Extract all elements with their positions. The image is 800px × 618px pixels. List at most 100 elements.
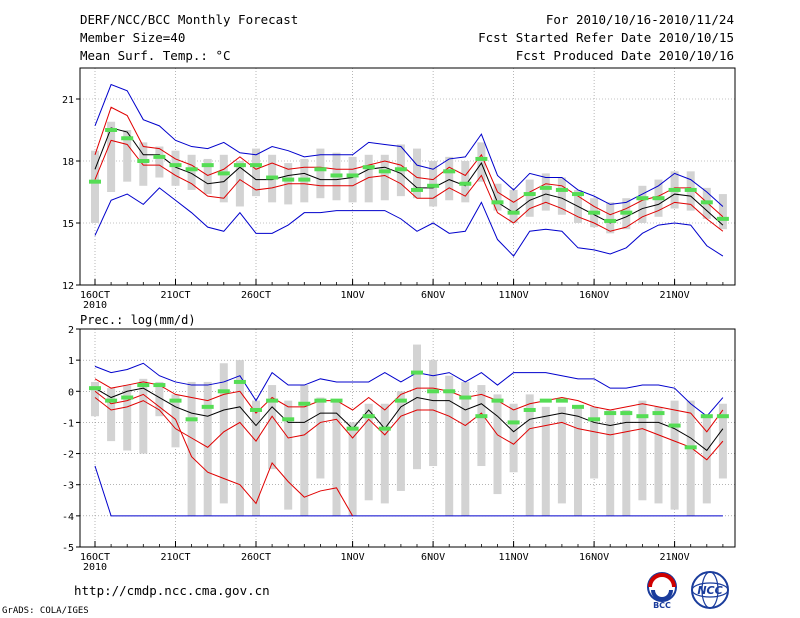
ensemble-box (316, 148, 325, 199)
ensemble-box (123, 130, 132, 182)
ensemble-box (268, 385, 277, 470)
forecast-marker (523, 407, 536, 412)
ensemble-mean-line (94, 127, 724, 226)
forecast-marker (394, 167, 407, 172)
prec-panel-title: Prec.: log(mm/d) (80, 313, 196, 327)
bcc-logo-text: BCC (653, 601, 671, 610)
forecast-marker (266, 398, 279, 403)
forecast-marker (362, 414, 375, 419)
forecast-marker (233, 163, 246, 168)
forecast-marker (394, 398, 407, 403)
variable-label: Mean Surf. Temp.: °C (80, 48, 231, 63)
ensemble-box (445, 156, 454, 201)
x-tick-label: 1NOV (341, 290, 365, 301)
forecast-marker (169, 398, 182, 403)
y-tick-label: -3 (62, 481, 74, 492)
ensemble-box (525, 179, 534, 217)
forecast-marker (314, 167, 327, 172)
ensemble-box (348, 156, 357, 203)
ensemble-box (91, 150, 99, 223)
forecast-marker (716, 216, 729, 221)
y-tick-label: -1 (62, 418, 74, 429)
ensemble-box (574, 406, 582, 516)
x-tick-label: 11NOV (499, 552, 529, 563)
forecast-marker (555, 398, 568, 403)
ensemble-box (541, 173, 550, 211)
ensemble-box (638, 400, 647, 501)
forecast-marker (604, 218, 617, 223)
forecast-marker (121, 395, 134, 400)
ensemble-box (461, 161, 470, 203)
x-tick-label: 16NOV (579, 552, 609, 563)
forecast-marker (266, 175, 279, 180)
forecast-marker (105, 128, 118, 132)
forecast-marker (217, 389, 230, 394)
source-url: http://cmdp.ncc.cma.gov.cn (74, 583, 270, 598)
upper-spread-line (94, 106, 724, 218)
y-tick-label: -2 (62, 450, 74, 461)
max-line (94, 362, 724, 417)
forecast-marker (411, 187, 423, 192)
forecast-marker (539, 398, 552, 403)
ensemble-box (686, 400, 695, 516)
ensemble-box (91, 381, 99, 417)
ensemble-box (606, 409, 615, 516)
y-tick-label: 18 (62, 157, 74, 168)
forecast-marker (137, 383, 150, 388)
forecast-marker (636, 414, 649, 419)
forecast-marker (652, 411, 665, 416)
ensemble-box (187, 381, 196, 516)
ensemble-box (252, 400, 260, 516)
forecast-marker (507, 420, 520, 425)
forecast-marker (523, 192, 536, 197)
forecast-marker (250, 163, 262, 168)
y-tick-label: -4 (62, 512, 74, 523)
y-tick-label: 2 (68, 325, 74, 336)
ensemble-box (107, 388, 116, 442)
bcc-logo: BCC (647, 572, 677, 610)
forecast-marker (233, 379, 246, 384)
plot-frame (79, 328, 736, 548)
ensemble-box (139, 142, 148, 186)
forecast-marker (475, 414, 488, 419)
forecast-marker (588, 210, 601, 215)
x-tick-label: 21OCT (160, 552, 190, 563)
ensemble-box (380, 403, 389, 504)
forecast-marker (250, 407, 262, 412)
ensemble-box (155, 146, 164, 178)
plot-frame (79, 67, 736, 286)
ensemble-box (477, 385, 486, 467)
x-tick-label: 1NOV (341, 552, 365, 563)
forecast-marker (330, 173, 343, 178)
x-tick-sublabel: 2010 (83, 562, 107, 573)
ensemble-box (557, 177, 566, 215)
ensemble-box (252, 148, 260, 197)
ensemble-box (429, 360, 438, 467)
ensemble-box (413, 148, 421, 199)
start-date-label: Fcst Started Refer Date 2010/10/15 (478, 30, 734, 45)
ensemble-box (493, 183, 502, 211)
forecast-marker (668, 423, 681, 428)
x-tick-label: 6NOV (421, 290, 445, 301)
forecast-marker (588, 417, 601, 422)
forecast-marker (668, 187, 681, 192)
forecast-marker (282, 177, 295, 182)
ensemble-box (525, 394, 534, 516)
forecast-marker (684, 445, 697, 450)
forecast-marker (620, 411, 633, 416)
forecast-marker (330, 398, 343, 403)
ensemble-box (413, 344, 421, 470)
forecast-marker (346, 426, 359, 431)
ensemble-box (396, 391, 405, 491)
x-tick-label: 26OCT (241, 552, 271, 563)
forecast-marker (427, 389, 440, 394)
forecast-marker (217, 171, 230, 176)
ensemble-box (219, 154, 228, 203)
y-tick-label: -5 (62, 543, 74, 554)
ensemble-box (718, 194, 727, 230)
grads-credit: GrADS: COLA/IGES (2, 606, 89, 616)
forecast-marker (700, 414, 713, 419)
ensemble-box (171, 394, 180, 448)
chart-title: DERF/NCC/BCC Monthly Forecast (80, 12, 299, 27)
